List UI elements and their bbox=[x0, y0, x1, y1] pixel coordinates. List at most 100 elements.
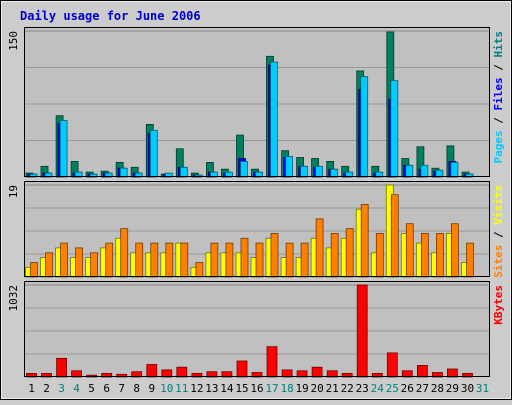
bar-pages-day-27 bbox=[420, 164, 429, 178]
x-tick-label-10: 10 bbox=[160, 382, 173, 395]
x-axis-labels: 1 2 3 4 5 6 7 8 9 10 11 12 13 14 15 16 17 18 19 20 21 22 23 24 2… bbox=[28, 382, 489, 395]
bar-kbytes-day-25 bbox=[386, 352, 398, 378]
legend-entry-hits: Hits bbox=[492, 31, 505, 58]
panel-kbytes: 1032 KBytes bbox=[7, 281, 505, 378]
x-tick-label-28: 28 bbox=[431, 382, 444, 395]
bar-pages-day-7 bbox=[119, 167, 128, 178]
panel-frame bbox=[24, 181, 490, 277]
bar-sites-day-15 bbox=[240, 237, 249, 278]
legend-entry-files: Files bbox=[492, 77, 505, 110]
x-tick-label-20: 20 bbox=[310, 382, 323, 395]
bar-pages-day-21 bbox=[330, 168, 339, 178]
bar-pages-day-29 bbox=[450, 161, 459, 178]
panel-visits-sites: 19 Sites / Visits bbox=[7, 181, 505, 278]
bar-kbytes-day-3 bbox=[56, 357, 67, 378]
x-tick-label-27: 27 bbox=[416, 382, 429, 395]
x-tick-label-7: 7 bbox=[118, 382, 125, 395]
bar-kbytes-day-11 bbox=[176, 366, 188, 378]
bar-sites-day-24 bbox=[375, 232, 384, 278]
bar-sites-day-2 bbox=[45, 252, 53, 278]
x-tick-label-17: 17 bbox=[265, 382, 278, 395]
bar-kbytes-day-18 bbox=[281, 369, 293, 378]
bar-kbytes-day-17 bbox=[266, 346, 278, 378]
bar-sites-day-13 bbox=[210, 242, 219, 278]
bar-pages-day-25 bbox=[390, 80, 399, 178]
bar-sites-day-5 bbox=[90, 252, 98, 278]
legend-entry-separator: / bbox=[492, 58, 505, 78]
bar-kbytes-day-23 bbox=[356, 284, 368, 378]
y-max-label-visits-sites: 19 bbox=[7, 185, 20, 198]
bar-sites-day-4 bbox=[75, 247, 83, 278]
panel-background bbox=[24, 281, 490, 377]
x-tick-label-29: 29 bbox=[446, 382, 459, 395]
x-tick-label-2: 2 bbox=[43, 382, 50, 395]
legend-entry-sites: Sites bbox=[492, 245, 505, 278]
bar-sites-day-10 bbox=[165, 242, 174, 278]
legend-entry-pages: Pages bbox=[492, 130, 505, 163]
x-tick-label-19: 19 bbox=[295, 382, 308, 395]
bar-sites-day-9 bbox=[150, 242, 159, 278]
bar-sites-day-25 bbox=[390, 194, 399, 278]
x-tick-label-1: 1 bbox=[28, 382, 35, 395]
bar-pages-day-18 bbox=[285, 156, 294, 178]
x-tick-label-21: 21 bbox=[326, 382, 339, 395]
x-tick-label-26: 26 bbox=[401, 382, 414, 395]
legend-visits-sites: Sites / Visits bbox=[492, 185, 505, 278]
panel-background bbox=[24, 27, 490, 177]
bar-pages-day-17 bbox=[270, 61, 278, 178]
bar-sites-day-14 bbox=[225, 242, 234, 278]
x-tick-label-4: 4 bbox=[73, 382, 80, 395]
legend-entry-kbytes: KBytes bbox=[492, 285, 505, 325]
x-tick-label-6: 6 bbox=[103, 382, 110, 395]
bar-sites-day-19 bbox=[300, 242, 309, 278]
legend-entry-separator: / bbox=[492, 225, 505, 245]
x-tick-label-30: 30 bbox=[461, 382, 474, 395]
x-tick-label-11: 11 bbox=[175, 382, 188, 395]
bar-kbytes-day-20 bbox=[311, 366, 323, 378]
bar-sites-day-3 bbox=[60, 242, 68, 278]
bar-sites-day-17 bbox=[270, 232, 279, 278]
bar-sites-day-30 bbox=[466, 242, 474, 278]
bar-kbytes-day-10 bbox=[161, 369, 173, 378]
x-tick-label-16: 16 bbox=[250, 382, 263, 395]
panel-hits-files-pages: 150 Pages / Files / Hits bbox=[7, 27, 505, 178]
bar-sites-day-26 bbox=[405, 223, 414, 278]
bar-sites-day-1 bbox=[30, 262, 38, 278]
x-tick-label-15: 15 bbox=[235, 382, 248, 395]
x-tick-label-9: 9 bbox=[148, 382, 155, 395]
bar-kbytes-day-9 bbox=[146, 364, 158, 378]
x-tick-label-13: 13 bbox=[205, 382, 218, 395]
bar-pages-day-23 bbox=[360, 76, 369, 178]
legend-kbytes: KBytes bbox=[492, 285, 505, 325]
bar-sites-day-6 bbox=[105, 242, 114, 278]
x-tick-label-31: 31 bbox=[476, 382, 489, 395]
bar-sites-day-23 bbox=[360, 203, 369, 278]
bar-sites-day-16 bbox=[255, 242, 264, 278]
x-tick-label-24: 24 bbox=[371, 382, 385, 395]
bar-sites-day-28 bbox=[435, 232, 444, 278]
panel-frame bbox=[24, 27, 490, 177]
bar-kbytes-day-27 bbox=[416, 364, 428, 378]
bar-pages-day-9 bbox=[149, 129, 158, 178]
legend-entry-separator: / bbox=[492, 111, 505, 131]
bar-kbytes-day-15 bbox=[236, 360, 248, 378]
x-tick-label-22: 22 bbox=[341, 382, 354, 395]
legend-entry-visits: Visits bbox=[492, 185, 505, 225]
x-tick-label-12: 12 bbox=[190, 382, 203, 395]
bar-sites-day-20 bbox=[315, 218, 324, 278]
y-max-label-hits-files-pages: 150 bbox=[7, 31, 20, 51]
bar-sites-day-22 bbox=[345, 228, 354, 278]
bar-pages-day-11 bbox=[179, 166, 188, 178]
x-tick-label-3: 3 bbox=[58, 382, 65, 395]
x-tick-label-8: 8 bbox=[133, 382, 140, 395]
bar-sites-day-29 bbox=[450, 223, 459, 278]
bar-pages-day-26 bbox=[405, 164, 414, 178]
bar-sites-day-18 bbox=[285, 242, 294, 278]
bar-sites-day-21 bbox=[330, 232, 339, 278]
panel-frame bbox=[24, 281, 490, 377]
legend-hits-files-pages: Pages / Files / Hits bbox=[492, 31, 505, 164]
bar-pages-day-3 bbox=[59, 120, 68, 178]
bar-sites-day-7 bbox=[120, 228, 129, 278]
